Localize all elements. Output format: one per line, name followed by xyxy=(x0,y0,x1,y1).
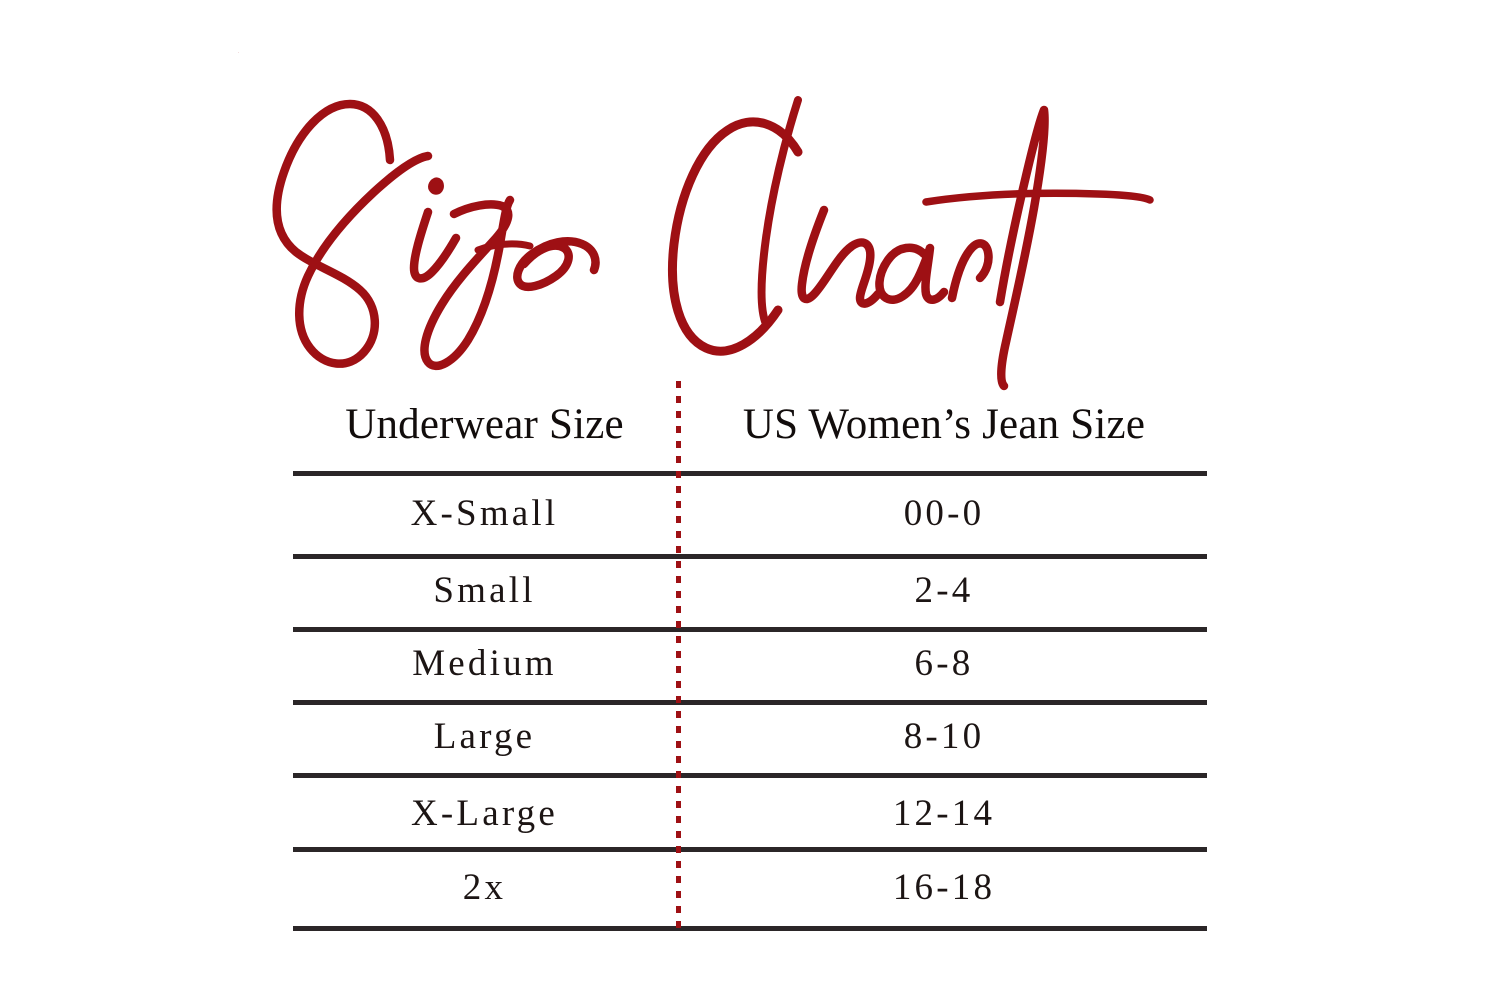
cell-underwear-size: X-Large xyxy=(410,793,559,834)
column-header-underwear-size: Underwear Size xyxy=(345,401,624,448)
table-row: 2x xyxy=(293,865,676,911)
page-title: Size Chart xyxy=(238,52,1198,391)
table-row: 2-4 xyxy=(681,568,1207,614)
column-header-jean-size: US Women’s Jean Size xyxy=(742,401,1146,448)
cell-underwear-size: Small xyxy=(433,570,536,611)
cell-jean-size: 2-4 xyxy=(914,570,974,611)
table-row: Medium xyxy=(293,641,676,687)
cell-jean-size: 8-10 xyxy=(903,716,985,757)
cell-jean-size: 00-0 xyxy=(903,493,985,534)
page-title-text: Size Chart xyxy=(238,52,239,53)
table-rule-2 xyxy=(293,627,1207,632)
table-rule-header xyxy=(293,471,1207,476)
table-row: 00-0 xyxy=(681,491,1207,537)
table-row: Large xyxy=(293,714,676,760)
table-rule-3 xyxy=(293,700,1207,705)
cell-underwear-size: Medium xyxy=(412,643,557,684)
table-row: Small xyxy=(293,568,676,614)
table-row: X-Large xyxy=(293,791,676,837)
table-row: 6-8 xyxy=(681,641,1207,687)
table-row: 12-14 xyxy=(681,791,1207,837)
table-rule-bottom xyxy=(293,926,1207,931)
table-row: 8-10 xyxy=(681,714,1207,760)
table-row: X-Small xyxy=(293,491,676,537)
column-divider-dotted xyxy=(676,381,681,931)
table-row: 16-18 xyxy=(681,865,1207,911)
size-chart-script-lettering xyxy=(272,96,1154,391)
cell-jean-size: 6-8 xyxy=(914,643,974,684)
cell-jean-size: 12-14 xyxy=(892,793,996,834)
cell-underwear-size: Large xyxy=(433,716,536,757)
table-rule-1 xyxy=(293,554,1207,559)
table-rule-5 xyxy=(293,847,1207,852)
table-rule-4 xyxy=(293,773,1207,778)
cell-underwear-size: X-Small xyxy=(410,493,559,534)
cell-underwear-size: 2x xyxy=(462,867,507,908)
cell-jean-size: 16-18 xyxy=(892,867,996,908)
